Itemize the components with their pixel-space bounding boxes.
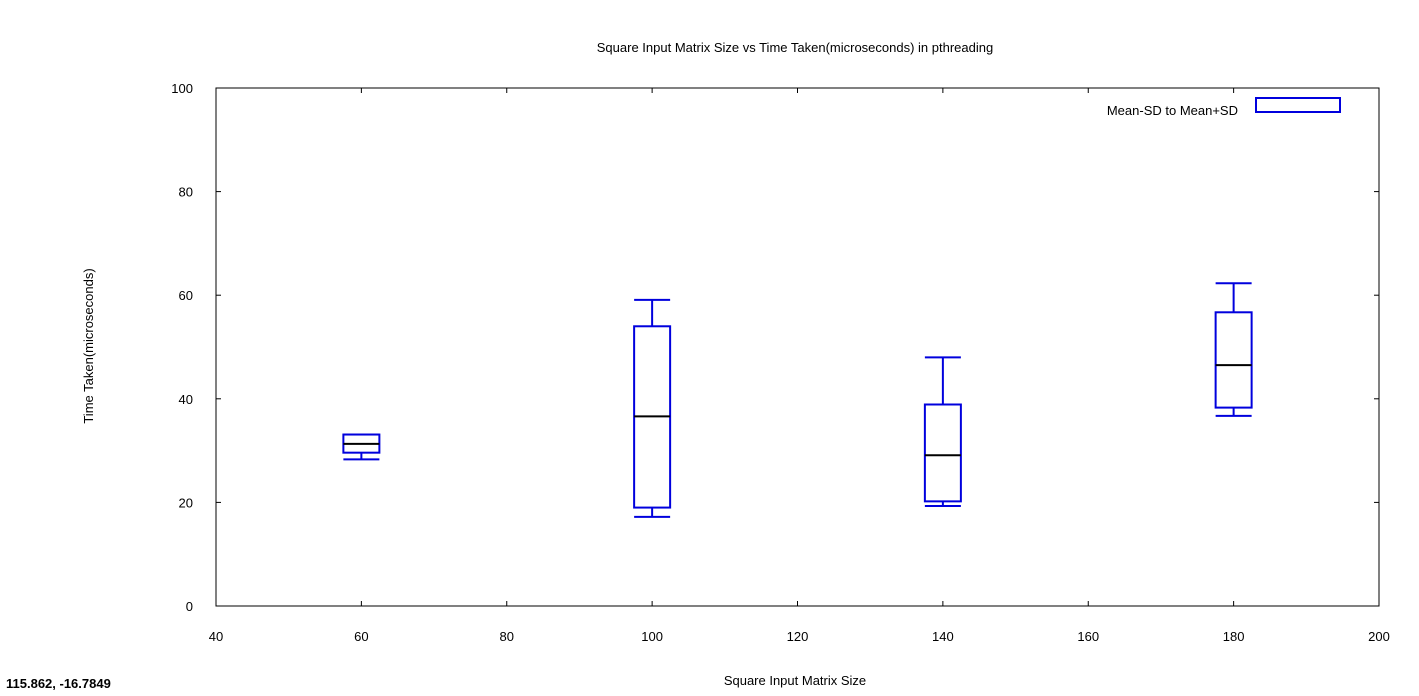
box-60 — [342, 433, 381, 461]
box-180 — [1214, 282, 1253, 417]
x-tick-label: 140 — [932, 629, 954, 644]
y-tick-label: 20 — [179, 495, 193, 510]
x-axis-label: Square Input Matrix Size — [724, 673, 866, 688]
x-tick-label: 60 — [354, 629, 368, 644]
x-tick-label: 160 — [1077, 629, 1099, 644]
y-tick-label: 0 — [186, 599, 193, 614]
legend-label: Mean-SD to Mean+SD — [1107, 103, 1238, 118]
x-tick-label: 80 — [500, 629, 514, 644]
cursor-coordinate-readout: 115.862, -16.7849 — [6, 676, 111, 691]
x-axis: 40 60 80 100 120 140 160 180 200 — [209, 88, 1390, 644]
legend-swatch — [1255, 97, 1341, 113]
legend: Mean-SD to Mean+SD — [1107, 97, 1341, 118]
y-tick-label: 80 — [179, 185, 193, 200]
chart-title: Square Input Matrix Size vs Time Taken(m… — [597, 40, 993, 55]
x-tick-label: 180 — [1223, 629, 1245, 644]
box-140 — [923, 356, 962, 508]
box-series — [342, 282, 1253, 518]
y-axis-label: Time Taken(microseconds) — [81, 268, 96, 423]
box-body — [1214, 311, 1253, 409]
x-tick-label: 200 — [1368, 629, 1390, 644]
x-tick-label: 100 — [641, 629, 663, 644]
y-tick-label: 40 — [179, 392, 193, 407]
x-tick-label: 120 — [787, 629, 809, 644]
y-tick-label: 100 — [171, 81, 193, 96]
box-body — [923, 403, 962, 503]
y-tick-label: 60 — [179, 288, 193, 303]
plot-frame — [215, 87, 1380, 607]
y-axis: 0 20 40 60 80 100 — [171, 81, 1379, 614]
x-tick-label: 40 — [209, 629, 223, 644]
box-100 — [633, 298, 672, 518]
